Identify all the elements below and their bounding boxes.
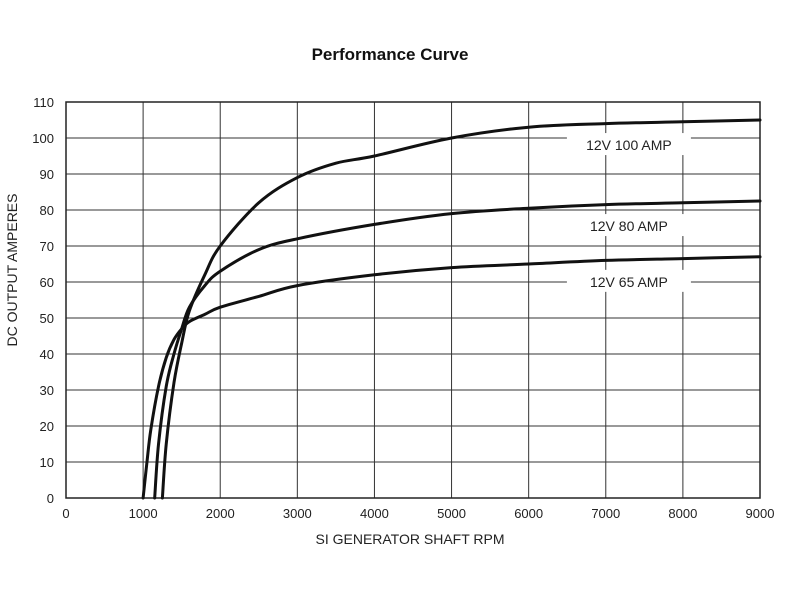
- x-tick-label: 5000: [437, 506, 466, 521]
- y-tick-label: 30: [40, 383, 54, 398]
- series-label-100-amp: 12V 100 AMP: [586, 137, 672, 153]
- x-tick-label: 3000: [283, 506, 312, 521]
- series-labels: 12V 100 AMP 12V 80 AMP 12V 65 AMP: [566, 133, 691, 292]
- grid: [65, 101, 761, 499]
- x-tick-label: 2000: [206, 506, 235, 521]
- x-tick-label: 8000: [668, 506, 697, 521]
- y-tick-label: 90: [40, 167, 54, 182]
- y-tick-label: 0: [47, 491, 54, 506]
- series-label-65-amp: 12V 65 AMP: [590, 274, 668, 290]
- y-tick-label: 110: [33, 95, 54, 110]
- series-lines: [141, 118, 762, 500]
- y-tick-label: 40: [40, 347, 54, 362]
- x-tick-label: 7000: [591, 506, 620, 521]
- plot-frame: [65, 101, 761, 499]
- series-label-background: [566, 269, 691, 292]
- y-tick-label: 50: [40, 311, 54, 326]
- y-tick-label: 80: [40, 203, 54, 218]
- x-tick-label: 1000: [129, 506, 158, 521]
- series-label-80-amp: 12V 80 AMP: [590, 218, 668, 234]
- y-tick-label: 20: [40, 419, 54, 434]
- y-tick-label: 100: [32, 131, 54, 146]
- x-tick-label: 4000: [360, 506, 389, 521]
- x-tick-label: 0: [62, 506, 69, 521]
- x-tick-label: 9000: [746, 506, 775, 521]
- y-tick-label: 10: [40, 455, 54, 470]
- series-line-65-amp: [141, 255, 762, 500]
- y-tick-label: 70: [40, 239, 54, 254]
- series-label-background: [566, 133, 691, 156]
- chart-title: Performance Curve: [312, 45, 469, 64]
- y-tick-label: 60: [40, 275, 54, 290]
- x-axis-label: SI GENERATOR SHAFT RPM: [315, 531, 504, 547]
- y-axis-label: DC OUTPUT AMPERES: [4, 194, 20, 347]
- x-tick-label: 6000: [514, 506, 543, 521]
- series-line-80-amp: [153, 199, 762, 500]
- series-line-100-amp: [160, 118, 762, 500]
- axes: 0 1000 2000 3000 4000 5000 6000 7000 8000 9000 0 10…: [32, 95, 774, 521]
- series-label-background: [566, 214, 691, 237]
